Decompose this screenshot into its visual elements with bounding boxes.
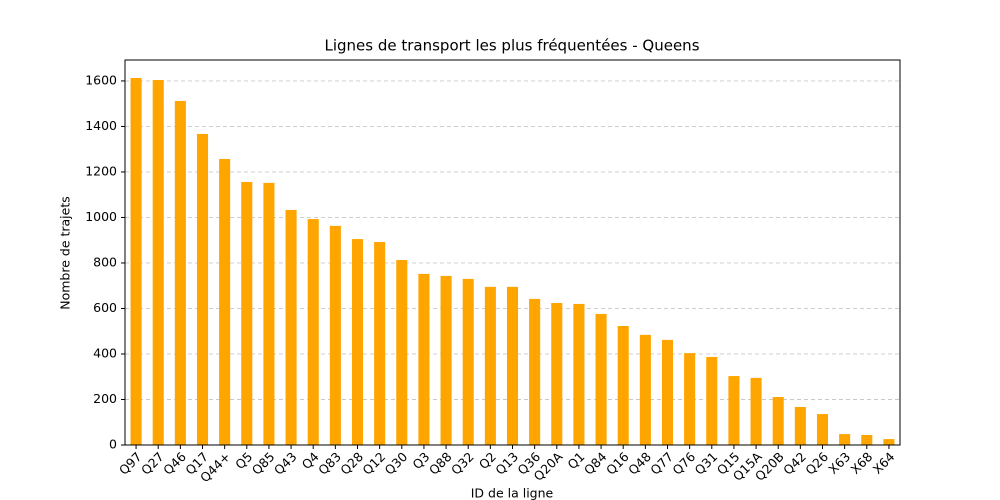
x-tick-label: Q42 [780, 449, 809, 478]
bar [595, 313, 607, 445]
bar [794, 407, 806, 445]
y-tick-label: 1400 [85, 118, 117, 133]
bar [418, 273, 430, 445]
bar [130, 77, 142, 445]
bar [396, 260, 408, 445]
x-tick-label: X63 [825, 449, 853, 477]
bar [329, 225, 341, 445]
x-tick-label: Q43 [271, 449, 300, 478]
x-tick-label: Q31 [692, 449, 721, 478]
y-tick-label: 1600 [85, 72, 117, 87]
x-tick-label: Q84 [581, 449, 610, 478]
bar [462, 278, 474, 445]
bar [196, 133, 209, 446]
bar [174, 100, 186, 445]
bar [661, 339, 674, 445]
bar [706, 356, 718, 445]
bar [839, 434, 851, 445]
bar [861, 434, 873, 445]
bar [263, 182, 275, 445]
x-tick-label: Q76 [669, 449, 698, 478]
bar [573, 303, 585, 445]
bar [529, 298, 541, 445]
chart-title: Lignes de transport les plus fréquentées… [324, 37, 699, 55]
x-tick-label: Q30 [382, 449, 411, 478]
x-tick-label: Q12 [359, 449, 388, 478]
x-tick-label: Q27 [138, 449, 167, 478]
x-tick-label: Q88 [426, 449, 455, 478]
bar [241, 181, 253, 446]
bar [285, 209, 297, 445]
bar [351, 239, 364, 445]
x-tick-label: X64 [870, 449, 898, 477]
y-axis-label: Nombre de trajets [58, 196, 73, 310]
bar [639, 334, 651, 445]
plot-frame [124, 59, 901, 446]
bar [374, 242, 386, 445]
x-tick-label: Q32 [448, 449, 477, 478]
x-tick-label: Q85 [249, 449, 278, 478]
x-tick-label: Q97 [116, 449, 145, 478]
y-tick-label: 800 [93, 254, 117, 269]
bar [152, 80, 164, 445]
bar [307, 219, 319, 445]
y-tick-label: 0 [109, 437, 117, 452]
bar [684, 353, 696, 445]
x-tick-label: Q13 [492, 449, 521, 478]
bar [484, 286, 496, 445]
x-tick-label: Q26 [802, 449, 831, 478]
bar [750, 377, 762, 445]
bar [440, 275, 452, 445]
y-tick-label: 1000 [85, 209, 117, 224]
bar [551, 303, 563, 445]
bar [772, 396, 784, 445]
bar [219, 158, 231, 445]
bar [883, 439, 895, 445]
x-tick-label: Q48 [625, 449, 654, 478]
x-tick-label: Q77 [647, 449, 676, 478]
y-tick-label: 400 [93, 345, 117, 360]
x-tick-label: Q46 [160, 449, 189, 478]
x-tick-label: X68 [847, 449, 875, 477]
bar [617, 325, 629, 445]
x-tick-label: Q83 [315, 449, 344, 478]
bar [506, 286, 519, 445]
y-tick-label: 1200 [85, 163, 117, 178]
y-tick-label: 200 [93, 391, 117, 406]
y-tick-label: 600 [93, 300, 117, 315]
bar [728, 376, 740, 445]
x-axis-label: ID de la ligne [471, 486, 554, 500]
x-tick-label: Q16 [603, 449, 632, 478]
x-tick-label: Q28 [337, 449, 366, 478]
bar [816, 414, 829, 445]
